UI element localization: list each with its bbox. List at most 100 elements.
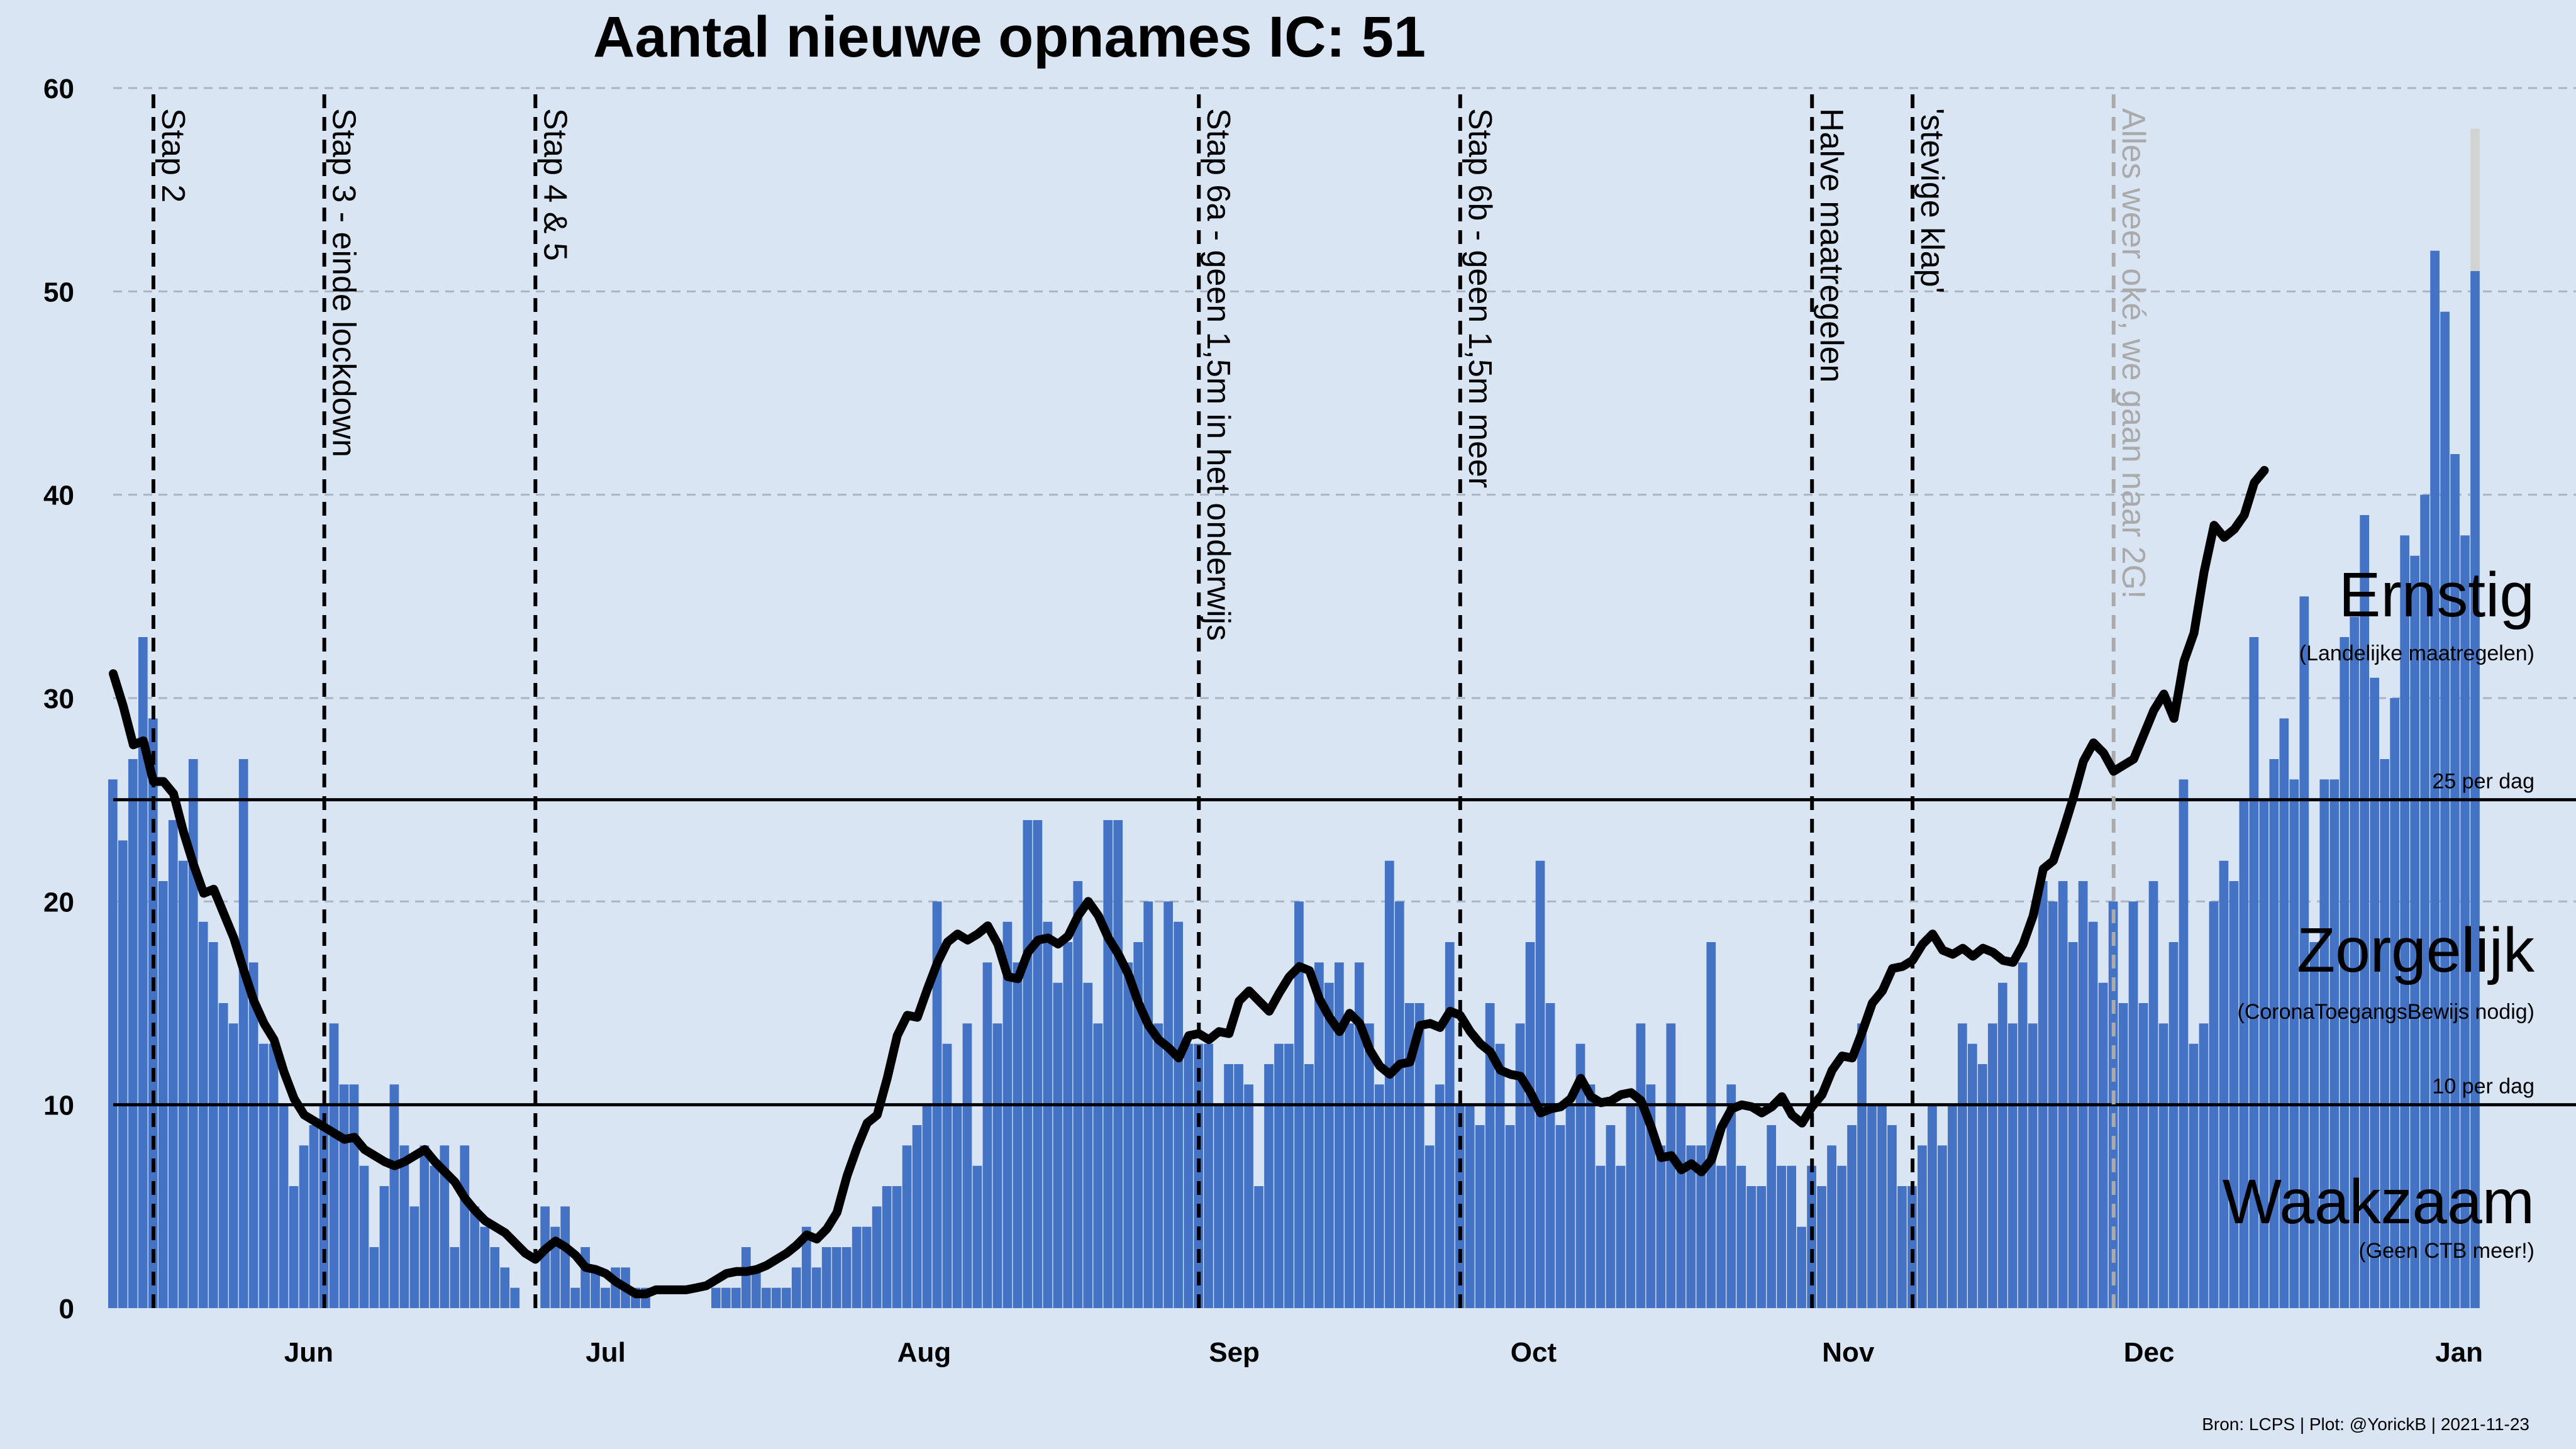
bar xyxy=(1345,1023,1354,1308)
bar xyxy=(1877,1104,1887,1308)
bar xyxy=(460,1145,470,1308)
bar xyxy=(1938,1145,1947,1308)
bar xyxy=(2038,881,2048,1308)
event-markers: Stap 2 Stap 3 - einde lockdown Stap 4 & 5 S… xyxy=(151,88,2151,1308)
bar xyxy=(1918,1145,1927,1308)
bar xyxy=(389,1084,399,1308)
bar xyxy=(2148,881,2158,1308)
y-tick-label: 0 xyxy=(59,1294,74,1324)
bar xyxy=(359,1165,369,1308)
reference-lines: 25 per dag 10 per dag xyxy=(113,770,2576,1107)
bar xyxy=(1445,942,1455,1308)
bar xyxy=(279,1104,289,1308)
bar xyxy=(912,1125,922,1308)
bar xyxy=(2098,982,2108,1308)
bar xyxy=(1465,1104,1475,1308)
bar xyxy=(470,1206,480,1308)
y-tick-label: 60 xyxy=(43,74,74,104)
bar xyxy=(872,1206,882,1308)
bar xyxy=(1797,1226,1806,1308)
bar xyxy=(2189,1043,2199,1308)
bar xyxy=(1757,1186,1767,1308)
bar xyxy=(1103,820,1113,1308)
bar xyxy=(841,1247,852,1308)
bar xyxy=(1013,962,1023,1308)
bar xyxy=(1787,1165,1796,1308)
bar xyxy=(2430,250,2440,1309)
x-tick-label: Jan xyxy=(2435,1337,2483,1368)
bar xyxy=(2068,942,2078,1308)
bar xyxy=(1414,1003,1424,1308)
zone-sublabel: (Landelijke maatregelen) xyxy=(2299,641,2534,665)
bar xyxy=(2219,860,2229,1308)
bar xyxy=(198,921,208,1308)
bar xyxy=(1284,1043,1294,1308)
bar xyxy=(601,1287,610,1308)
bar xyxy=(2329,779,2340,1308)
bar xyxy=(982,962,992,1308)
bar xyxy=(138,637,148,1308)
bar xyxy=(339,1084,349,1308)
bar xyxy=(2279,718,2289,1308)
bar xyxy=(1153,1023,1163,1308)
bar xyxy=(852,1226,862,1308)
bar xyxy=(821,1247,831,1308)
bar xyxy=(992,1023,1002,1308)
bar xyxy=(1575,1043,1585,1308)
event-label: Stap 6a - geen 1,5m in het onderwijs xyxy=(1200,108,1236,641)
bar xyxy=(289,1186,299,1308)
reference-line-label: 25 per dag xyxy=(2432,770,2534,794)
bar xyxy=(831,1247,841,1308)
bar xyxy=(500,1267,510,1308)
event-label: 'stevige klap' xyxy=(1914,108,1950,293)
bar xyxy=(2007,1023,2018,1308)
bar xyxy=(1596,1165,1606,1308)
zone-sublabel: (Geen CTB meer!) xyxy=(2358,1239,2534,1263)
bar xyxy=(2350,616,2360,1308)
bar xyxy=(1274,1043,1284,1308)
x-tick-label: Sep xyxy=(1209,1337,1260,1368)
bar xyxy=(711,1287,721,1308)
bar xyxy=(1354,962,1364,1308)
bar xyxy=(369,1247,379,1308)
bar xyxy=(409,1206,419,1308)
bar xyxy=(1716,1165,1726,1308)
bar xyxy=(1987,1023,1997,1308)
bar xyxy=(1374,1084,1384,1308)
bar xyxy=(218,1003,228,1308)
bar xyxy=(1817,1186,1826,1308)
bar xyxy=(1696,1145,1706,1308)
bar xyxy=(1335,962,1344,1308)
bar xyxy=(1324,982,1334,1308)
bar xyxy=(168,820,178,1308)
event-label: Stap 3 - einde lockdown xyxy=(326,108,362,457)
bar xyxy=(1485,1003,1495,1308)
bar xyxy=(1958,1023,1967,1308)
bar xyxy=(1063,942,1073,1308)
bar xyxy=(1314,962,1324,1308)
bar xyxy=(2390,698,2400,1308)
bar xyxy=(2018,962,2028,1308)
bar xyxy=(791,1267,801,1308)
bar xyxy=(751,1267,761,1308)
bar xyxy=(1475,1125,1485,1308)
reference-line-label: 10 per dag xyxy=(2432,1075,2534,1099)
bar xyxy=(269,1043,279,1308)
bar xyxy=(1907,1186,1917,1308)
bar xyxy=(1073,881,1083,1308)
bar xyxy=(440,1145,450,1308)
bar xyxy=(128,759,138,1308)
trend-line-group xyxy=(109,465,2269,1299)
bar xyxy=(188,759,198,1308)
bar xyxy=(2289,779,2299,1308)
bar xyxy=(2440,311,2450,1309)
bars xyxy=(108,128,2480,1309)
bar xyxy=(1997,982,2007,1308)
trend-line xyxy=(109,465,2269,1299)
bar xyxy=(2058,881,2068,1308)
bar xyxy=(1174,921,1183,1308)
bar xyxy=(1666,1023,1676,1308)
bar xyxy=(811,1267,821,1308)
bar xyxy=(1585,1084,1596,1308)
bar xyxy=(208,942,218,1308)
